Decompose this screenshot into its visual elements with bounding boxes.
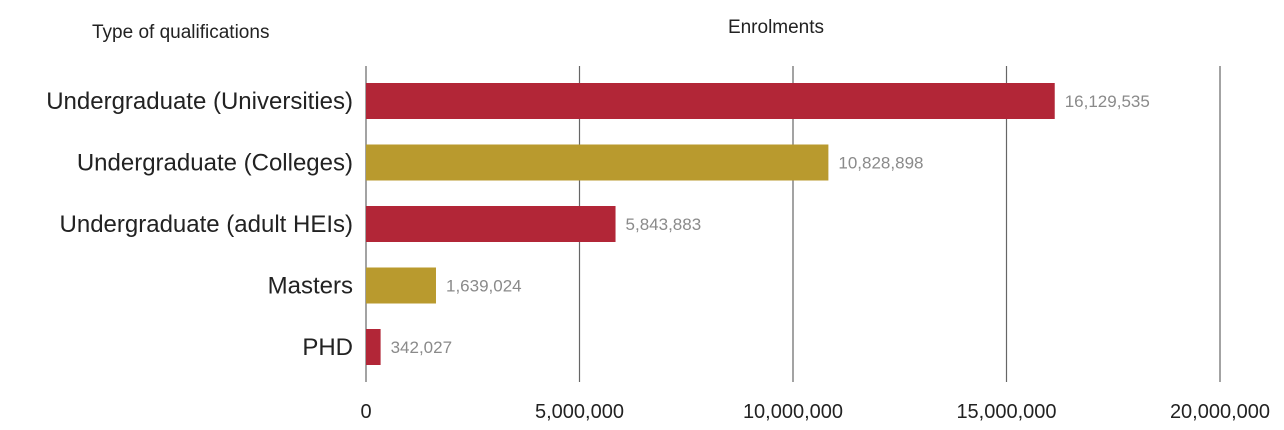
category-label: Undergraduate (Universities): [46, 88, 353, 115]
data-label: 1,639,024: [446, 277, 522, 296]
x-tick-label: 20,000,000: [1170, 401, 1270, 423]
data-label: 10,828,898: [838, 154, 923, 173]
bar: [366, 329, 381, 365]
x-tick-label: 0: [360, 401, 371, 423]
y-axis-heading: Type of qualifications: [92, 22, 269, 43]
bars: [366, 83, 1055, 365]
x-tick-label: 5,000,000: [535, 401, 624, 423]
bar: [366, 267, 436, 304]
category-label: Undergraduate (Colleges): [77, 150, 353, 177]
bar: [366, 144, 829, 181]
data-labels: 16,129,535 10,828,898 5,843,883 1,639,024 34…: [391, 92, 1150, 357]
x-tick-label: 15,000,000: [956, 401, 1056, 423]
bar: [366, 206, 616, 242]
x-tick-label: 10,000,000: [743, 401, 843, 423]
data-label: 342,027: [391, 338, 452, 357]
bar: [366, 83, 1055, 119]
category-label: PHD: [302, 334, 353, 361]
x-axis-heading: Enrolments: [728, 17, 824, 38]
data-label: 5,843,883: [626, 215, 702, 234]
category-label: Masters: [268, 273, 353, 300]
data-label: 16,129,535: [1065, 92, 1150, 111]
category-label: Undergraduate (adult HEIs): [60, 211, 353, 238]
category-labels: Undergraduate (Universities) Undergraduat…: [46, 88, 353, 361]
x-tick-labels: 0 5,000,000 10,000,000 15,000,000 20,000,000: [360, 401, 1270, 423]
